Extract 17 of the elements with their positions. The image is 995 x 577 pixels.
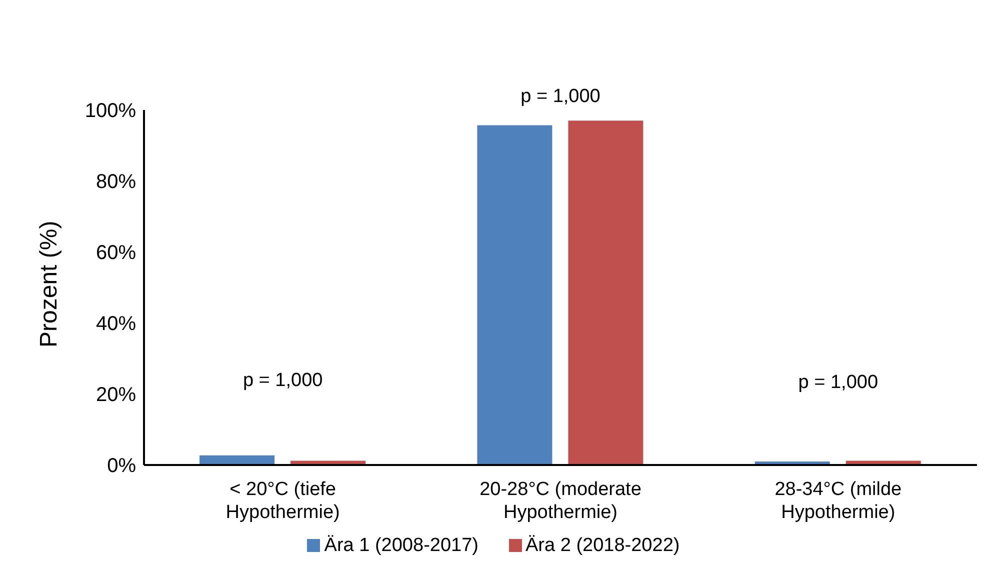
y-tick-label: 20% xyxy=(96,384,136,406)
legend-label: Ära 2 (2018-2022) xyxy=(526,535,680,556)
y-tick-label: 60% xyxy=(96,242,136,264)
bar xyxy=(568,120,644,465)
bar xyxy=(477,125,552,465)
annotation: p = 1,000 xyxy=(797,372,880,394)
y-tick-label: 40% xyxy=(96,313,136,336)
y-axis-title: Prozent (%) xyxy=(36,220,63,348)
annotation: p = 1,000 xyxy=(242,370,324,392)
y-tick-label: 80% xyxy=(96,171,136,194)
y-tick-label: 0% xyxy=(107,455,136,478)
x-tick-label: 28-34°C (milde Hypothermie) xyxy=(774,479,902,523)
legend-label: Ära 1 (2008-2017) xyxy=(324,535,478,556)
y-tick-label: 100% xyxy=(84,100,136,122)
x-tick-label: < 20°C (tiefe Hypothermie) xyxy=(226,479,340,523)
text: p = 1,000 xyxy=(520,86,602,108)
x-tick-label: 20-28°C (moderate Hypothermie) xyxy=(480,479,642,523)
